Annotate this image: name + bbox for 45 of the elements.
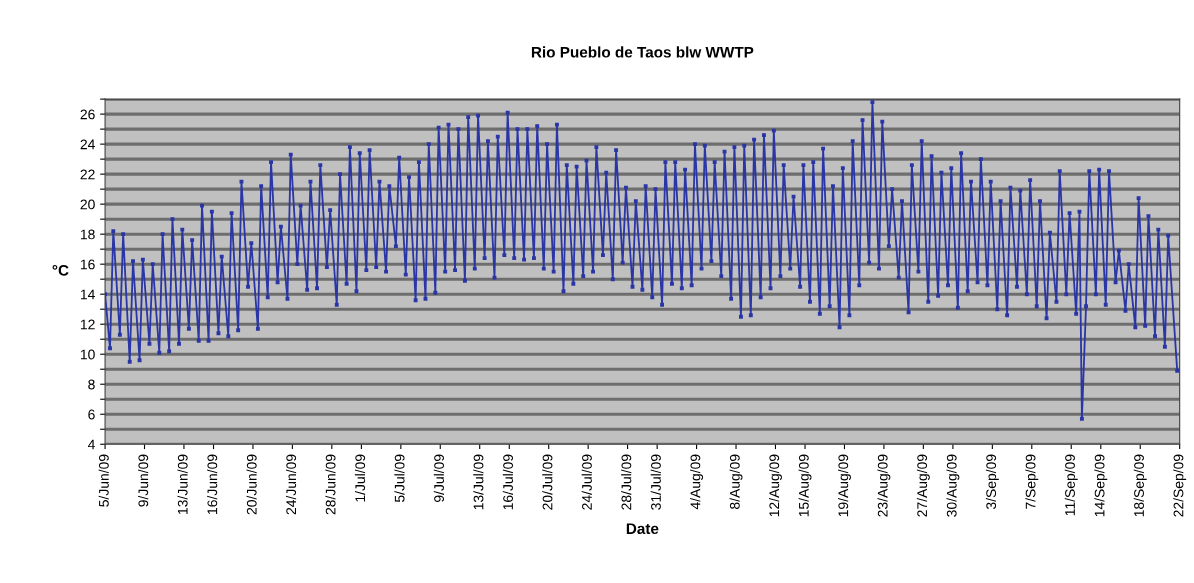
x-tick-label: 19/Aug/09 bbox=[838, 454, 851, 517]
y-axis-title: °C bbox=[52, 264, 69, 276]
x-tick-label: 16/Jul/09 bbox=[502, 454, 514, 510]
y-tick-label: 12 bbox=[80, 319, 95, 330]
x-tick-label: 7/Sep/09 bbox=[1025, 454, 1039, 509]
x-tick-label: 5/Jul/09 bbox=[394, 454, 405, 503]
y-tick-label: 24 bbox=[80, 139, 95, 150]
y-tick-label: 16 bbox=[80, 259, 95, 270]
y-tick-label: 4 bbox=[87, 439, 95, 450]
x-tick-label: 4/Aug/09 bbox=[690, 454, 704, 510]
y-tick-label: 10 bbox=[80, 349, 95, 360]
y-tick-label: 20 bbox=[80, 199, 95, 210]
y-tick-label: 8 bbox=[88, 379, 95, 390]
x-tick-label: 15/Aug/09 bbox=[798, 454, 812, 517]
x-tick-label: 9/Jun/09 bbox=[138, 454, 149, 507]
x-tick-label: 5/Jun/09 bbox=[98, 454, 109, 507]
x-tick-label: 3/Sep/09 bbox=[985, 454, 999, 510]
x-tick-label: 1/Jul/09 bbox=[354, 454, 366, 502]
x-tick-label: 24/Jun/09 bbox=[285, 454, 297, 515]
y-tick-label: 6 bbox=[88, 409, 95, 420]
x-tick-label: 20/Jun/09 bbox=[246, 454, 257, 515]
chart-title: Rio Pueblo de Taos blw WWTP bbox=[531, 46, 754, 58]
y-tick-label: 14 bbox=[80, 289, 95, 300]
x-tick-label: 14/Sep/09 bbox=[1094, 454, 1108, 517]
x-tick-label: 28/Jun/09 bbox=[325, 454, 336, 515]
x-axis-title: Date bbox=[626, 523, 659, 535]
y-tick-label: 26 bbox=[80, 109, 95, 120]
x-tick-label: 20/Jul/09 bbox=[542, 454, 553, 510]
x-tick-label: 9/Jul/09 bbox=[433, 454, 444, 502]
x-tick-label: 16/Jun/09 bbox=[207, 454, 218, 514]
x-tick-label: 23/Aug/09 bbox=[877, 454, 891, 517]
x-tick-label: 30/Aug/09 bbox=[946, 454, 960, 517]
y-tick-label: 18 bbox=[80, 229, 95, 240]
x-tick-label: 18/Sep/09 bbox=[1133, 454, 1147, 517]
x-tick-label: 27/Aug/09 bbox=[916, 454, 930, 517]
x-tick-label: 22/Sep/09 bbox=[1173, 454, 1187, 517]
x-tick-label: 13/Jun/09 bbox=[177, 454, 188, 514]
x-tick-label: 12/Aug/09 bbox=[768, 454, 782, 517]
x-tick-label: 11/Sep/09 bbox=[1064, 454, 1078, 516]
y-tick-label: 22 bbox=[80, 169, 95, 180]
x-tick-label: 8/Aug/09 bbox=[729, 454, 743, 509]
x-tick-label: 28/Jul/09 bbox=[621, 454, 632, 510]
x-tick-label: 13/Jul/09 bbox=[473, 454, 484, 510]
x-tick-label: 24/Jul/09 bbox=[581, 454, 592, 510]
x-tick-label: 31/Jul/09 bbox=[650, 454, 661, 510]
